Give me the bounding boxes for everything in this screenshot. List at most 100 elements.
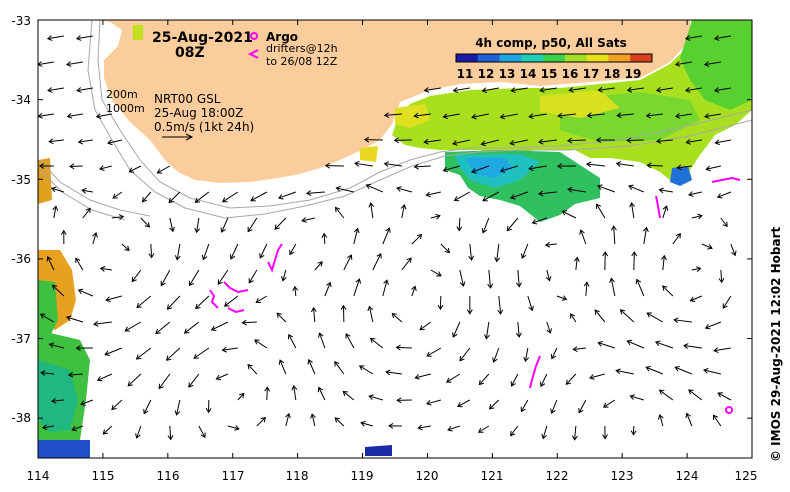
current-arrow bbox=[195, 191, 210, 203]
current-arrow bbox=[198, 425, 206, 438]
current-arrow-head bbox=[285, 412, 291, 419]
current-arrow bbox=[93, 321, 112, 325]
sst-colorbar bbox=[455, 53, 653, 63]
current-arrow-head bbox=[305, 190, 312, 197]
current-arrow-head bbox=[619, 309, 626, 315]
current-arrow bbox=[274, 217, 287, 230]
lat-tick-label: -34 bbox=[11, 93, 31, 107]
current-arrow-head bbox=[658, 389, 665, 395]
current-arrow-head bbox=[278, 359, 285, 365]
current-arrow-head bbox=[99, 266, 106, 272]
current-arrow-head bbox=[321, 232, 328, 239]
current-arrow-head bbox=[567, 186, 573, 193]
current-arrow-head bbox=[417, 424, 423, 431]
current-arrow bbox=[717, 392, 732, 401]
lon-tick-label: 119 bbox=[351, 469, 374, 483]
current-arrow bbox=[730, 243, 736, 256]
current-arrow-head bbox=[423, 138, 429, 145]
current-arrow-head bbox=[586, 161, 592, 168]
current-arrow-head bbox=[515, 332, 522, 338]
current-arrow bbox=[690, 295, 703, 302]
current-arrow-head bbox=[46, 35, 53, 41]
colorbar-tick: 19 bbox=[625, 67, 642, 81]
current-arrow-head bbox=[499, 113, 506, 120]
current-arrow bbox=[176, 399, 181, 415]
current-arrow-head bbox=[40, 370, 46, 376]
current-arrow bbox=[546, 269, 551, 281]
current-arrow bbox=[482, 191, 500, 202]
colorbar-swatch bbox=[477, 54, 501, 62]
current-arrow-head bbox=[342, 390, 348, 397]
current-arrow-head bbox=[457, 402, 463, 408]
current-arrow-head bbox=[556, 163, 563, 170]
current-arrow bbox=[324, 282, 331, 297]
current-arrow-head bbox=[568, 86, 574, 93]
current-arrow-head bbox=[169, 226, 175, 233]
current-arrow-head bbox=[143, 408, 149, 415]
current-arrow bbox=[102, 425, 113, 435]
current-arrow-head bbox=[317, 261, 323, 267]
current-arrow-head bbox=[674, 112, 681, 119]
current-arrow-head bbox=[360, 420, 366, 427]
current-arrow-head bbox=[445, 377, 452, 383]
map-frame bbox=[37, 19, 753, 459]
current-arrow-head bbox=[684, 35, 691, 41]
current-arrow bbox=[129, 165, 142, 173]
current-arrow-head bbox=[662, 285, 668, 291]
current-arrow bbox=[419, 321, 432, 331]
longitude-axis: 114 115 116 117 118 119 120 121 122 123 … bbox=[27, 469, 758, 483]
current-arrow bbox=[662, 285, 674, 297]
current-arrow bbox=[443, 113, 460, 118]
current-arrow-head bbox=[550, 408, 556, 415]
current-arrow bbox=[78, 289, 94, 297]
current-arrow-head bbox=[655, 87, 662, 93]
current-arrow bbox=[66, 316, 83, 323]
current-arrow-head bbox=[602, 434, 608, 440]
current-arrow bbox=[140, 217, 150, 228]
current-arrow bbox=[92, 232, 97, 245]
current-arrow bbox=[288, 334, 297, 349]
current-arrow-head bbox=[347, 254, 353, 260]
current-arrow bbox=[713, 414, 722, 427]
current-arrow bbox=[596, 203, 606, 219]
current-arrow bbox=[418, 425, 431, 429]
current-arrow-head bbox=[65, 61, 72, 67]
current-arrow-head bbox=[353, 227, 360, 234]
current-arrow-head bbox=[714, 139, 720, 146]
lon-tick-label: 120 bbox=[416, 469, 439, 483]
current-arrow-head bbox=[395, 344, 401, 351]
isobath-200-label: 200m bbox=[106, 88, 138, 101]
current-arrow-head bbox=[396, 186, 402, 192]
current-arrow-head bbox=[579, 229, 585, 235]
current-arrow-head bbox=[318, 332, 324, 338]
current-arrow bbox=[589, 373, 605, 379]
current-arrow-head bbox=[135, 433, 141, 439]
current-arrow bbox=[256, 417, 266, 427]
current-arrow-head bbox=[597, 341, 603, 347]
current-arrow bbox=[630, 395, 644, 401]
current-arrow-head bbox=[468, 255, 475, 261]
current-arrow-head bbox=[287, 333, 294, 340]
current-arrow-head bbox=[99, 165, 105, 171]
lon-tick-label: 116 bbox=[157, 469, 180, 483]
current-arrow bbox=[227, 425, 240, 430]
current-arrow-head bbox=[688, 389, 694, 395]
current-arrow bbox=[500, 113, 518, 118]
current-arrow bbox=[353, 228, 359, 245]
colorbar-swatch bbox=[456, 54, 479, 62]
current-arrow bbox=[521, 243, 529, 259]
current-arrow-head bbox=[444, 247, 451, 254]
current-arrow-head bbox=[656, 138, 662, 145]
current-arrow bbox=[195, 295, 210, 309]
current-arrow-head bbox=[41, 424, 48, 431]
current-arrow bbox=[301, 217, 315, 222]
current-arrow bbox=[131, 269, 142, 282]
current-arrow bbox=[627, 87, 644, 91]
current-arrow-head bbox=[400, 204, 407, 210]
current-arrow-head bbox=[80, 400, 86, 406]
current-arrow-head bbox=[50, 397, 57, 404]
current-arrow-head bbox=[510, 430, 516, 437]
current-arrow-head bbox=[516, 282, 522, 288]
current-arrow-head bbox=[416, 233, 423, 240]
current-arrow bbox=[391, 313, 403, 323]
